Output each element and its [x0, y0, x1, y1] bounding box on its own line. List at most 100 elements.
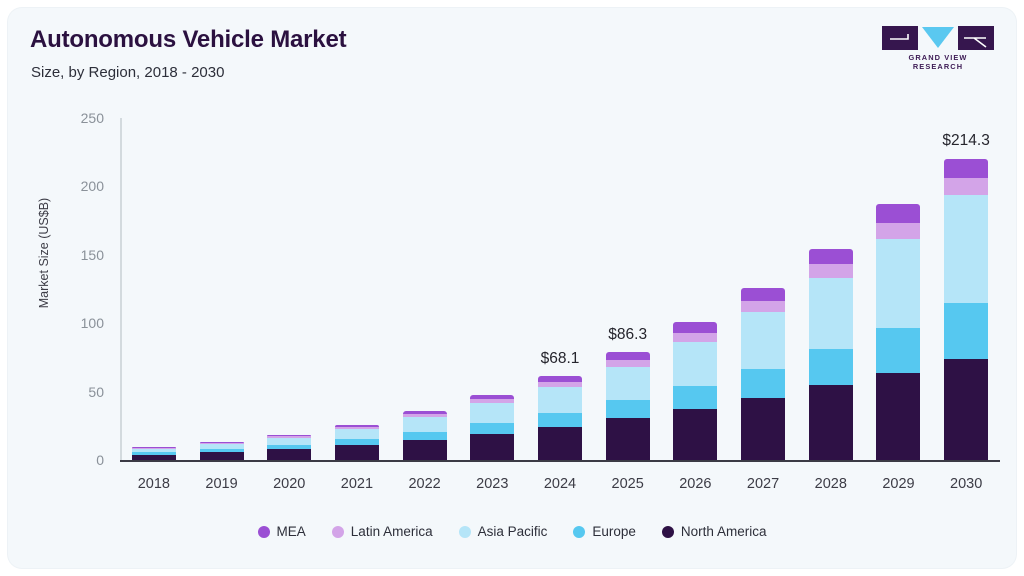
bar-segment-latin-america[interactable] — [199, 443, 244, 444]
bar-2024[interactable] — [538, 375, 582, 460]
bar-segment-asia-pacific[interactable] — [876, 238, 921, 329]
x-tick-label: 2024 — [543, 476, 577, 492]
page-title: Autonomous Vehicle Market — [30, 26, 347, 53]
bar-2018[interactable] — [131, 447, 176, 460]
bar-segment-latin-america[interactable] — [605, 359, 650, 367]
bar-segment-latin-america[interactable] — [402, 414, 447, 417]
bar-segment-europe[interactable] — [470, 422, 515, 434]
bar-2030[interactable] — [944, 158, 989, 460]
bar-segment-latin-america[interactable] — [470, 399, 515, 404]
bar-segment-latin-america[interactable] — [131, 448, 176, 449]
bar-segment-europe[interactable] — [605, 400, 650, 419]
bar-segment-mea[interactable] — [470, 394, 515, 400]
bar-segment-mea[interactable] — [131, 447, 176, 449]
x-tick-label: 2020 — [273, 476, 306, 492]
bar-segment-europe[interactable] — [538, 412, 582, 427]
bar-segment-europe[interactable] — [334, 439, 379, 446]
bar-segment-latin-america[interactable] — [944, 178, 989, 195]
bar-segment-north-america[interactable] — [199, 452, 244, 460]
x-axis-line — [120, 460, 1000, 462]
legend-label: MEA — [276, 524, 306, 539]
bar-segment-asia-pacific[interactable] — [808, 277, 853, 350]
legend-item-europe[interactable]: Europe — [573, 524, 636, 539]
bar-2027[interactable] — [741, 288, 786, 460]
bar-2019[interactable] — [199, 441, 244, 460]
bar-segment-mea[interactable] — [334, 424, 379, 428]
bar-segment-north-america[interactable] — [334, 445, 379, 460]
bar-segment-asia-pacific[interactable] — [741, 311, 786, 369]
bar-segment-north-america[interactable] — [131, 454, 176, 460]
bar-segment-mea[interactable] — [267, 434, 312, 437]
bar-segment-mea[interactable] — [741, 288, 786, 301]
bar-segment-north-america[interactable] — [267, 449, 312, 460]
bar-segment-mea[interactable] — [808, 248, 853, 265]
bar-segment-latin-america[interactable] — [876, 222, 921, 239]
bar-segment-europe[interactable] — [944, 303, 989, 360]
bar-segment-north-america[interactable] — [944, 359, 989, 460]
bar-segment-europe[interactable] — [199, 449, 244, 453]
bar-2028[interactable] — [808, 248, 853, 460]
bar-segment-asia-pacific[interactable] — [334, 429, 379, 440]
bar-2026[interactable] — [673, 322, 718, 460]
bar-segment-north-america[interactable] — [470, 433, 515, 460]
legend-item-latin-america[interactable]: Latin America — [331, 524, 433, 539]
bar-segment-asia-pacific[interactable] — [470, 403, 515, 423]
logo-triangle-v-icon — [922, 27, 954, 48]
bar-segment-asia-pacific[interactable] — [199, 444, 244, 450]
y-tick-label: 150 — [80, 246, 104, 263]
bar-segment-asia-pacific[interactable] — [267, 437, 312, 446]
bar-segment-mea[interactable] — [402, 410, 447, 415]
legend-item-north-america[interactable]: North America — [661, 524, 766, 539]
bar-segment-asia-pacific[interactable] — [402, 416, 447, 432]
bar-segment-north-america[interactable] — [808, 385, 853, 460]
bar-2021[interactable] — [334, 424, 379, 460]
x-tick-label: 2030 — [950, 476, 983, 492]
y-tick-label: 0 — [96, 452, 104, 468]
bar-segment-north-america[interactable] — [876, 373, 921, 460]
bar-segment-mea[interactable] — [605, 351, 650, 360]
bar-segment-latin-america[interactable] — [267, 436, 312, 438]
bar-segment-europe[interactable] — [402, 431, 447, 440]
bar-segment-north-america[interactable] — [605, 418, 650, 460]
logo-r-glyph-icon — [964, 37, 987, 48]
bar-2025[interactable] — [605, 351, 650, 460]
bar-segment-europe[interactable] — [131, 452, 176, 455]
bar-segment-north-america[interactable] — [741, 398, 786, 460]
bar-segment-mea[interactable] — [538, 375, 582, 383]
bar-segment-asia-pacific[interactable] — [673, 341, 718, 386]
bar-value-label-2025: $86.3 — [608, 325, 648, 343]
bar-segment-mea[interactable] — [673, 322, 718, 333]
bar-2020[interactable] — [267, 434, 312, 460]
bar-segment-europe[interactable] — [808, 349, 853, 386]
bar-segment-europe[interactable] — [267, 445, 312, 450]
bar-segment-europe[interactable] — [673, 385, 718, 409]
bar-segment-north-america[interactable] — [538, 426, 582, 460]
x-tick-label: 2021 — [340, 476, 374, 492]
bar-2023[interactable] — [470, 394, 515, 460]
bar-segment-asia-pacific[interactable] — [131, 448, 176, 453]
x-tick-label: 2028 — [814, 476, 847, 492]
bar-segment-latin-america[interactable] — [538, 382, 582, 388]
bar-segment-north-america[interactable] — [402, 439, 447, 460]
bar-segment-asia-pacific[interactable] — [605, 366, 650, 401]
bar-segment-latin-america[interactable] — [808, 264, 853, 278]
bar-segment-asia-pacific[interactable] — [538, 387, 582, 413]
bar-segment-latin-america[interactable] — [741, 300, 786, 312]
bar-segment-mea[interactable] — [944, 158, 989, 179]
legend-item-asia-pacific[interactable]: Asia Pacific — [458, 524, 547, 539]
x-tick-label: 2025 — [611, 476, 644, 492]
bar-2029[interactable] — [876, 204, 921, 460]
bar-segment-asia-pacific[interactable] — [944, 194, 989, 304]
bar-segment-europe[interactable] — [741, 368, 786, 399]
bar-2022[interactable] — [402, 410, 447, 460]
bar-segment-latin-america[interactable] — [673, 332, 718, 342]
bar-segment-latin-america[interactable] — [334, 427, 379, 430]
legend-swatch-icon — [331, 525, 344, 538]
bar-segment-north-america[interactable] — [673, 408, 718, 460]
bar-segment-mea[interactable] — [199, 441, 244, 444]
bar-segment-mea[interactable] — [876, 204, 921, 223]
y-tick-label: 100 — [80, 315, 104, 332]
bar-value-label-2024: $68.1 — [540, 349, 580, 367]
bar-segment-europe[interactable] — [876, 328, 921, 374]
legend-item-mea[interactable]: MEA — [257, 524, 306, 539]
